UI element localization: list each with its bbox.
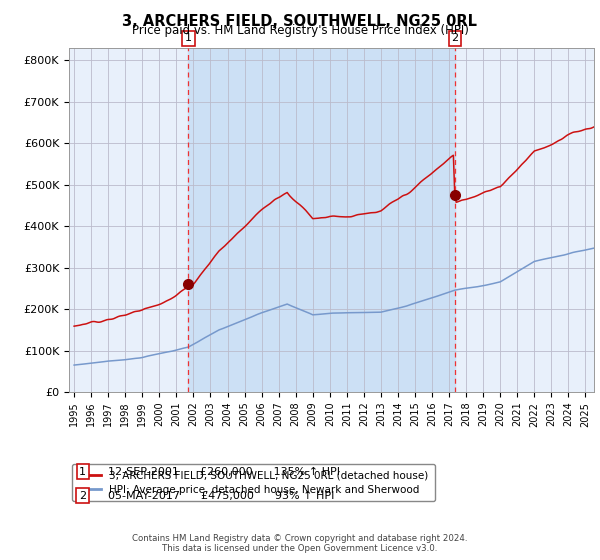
Text: 3, ARCHERS FIELD, SOUTHWELL, NG25 0RL: 3, ARCHERS FIELD, SOUTHWELL, NG25 0RL [122,14,478,29]
Bar [188,48,455,392]
Text: 2: 2 [452,34,458,44]
Text: Contains HM Land Registry data © Crown copyright and database right 2024.
This d: Contains HM Land Registry data © Crown c… [132,534,468,553]
Text: 05-MAY-2017      £475,000      93% ↑ HPI: 05-MAY-2017 £475,000 93% ↑ HPI [108,491,334,501]
Text: 12-SEP-2001      £260,000      135% ↑ HPI: 12-SEP-2001 £260,000 135% ↑ HPI [108,466,340,477]
Text: 2: 2 [79,491,86,501]
Text: 1: 1 [79,466,86,477]
Text: Price paid vs. HM Land Registry's House Price Index (HPI): Price paid vs. HM Land Registry's House … [131,24,469,37]
Legend: 3, ARCHERS FIELD, SOUTHWELL, NG25 0RL (detached house), HPI: Average price, deta: 3, ARCHERS FIELD, SOUTHWELL, NG25 0RL (d… [71,464,434,501]
Text: 1: 1 [185,34,192,44]
